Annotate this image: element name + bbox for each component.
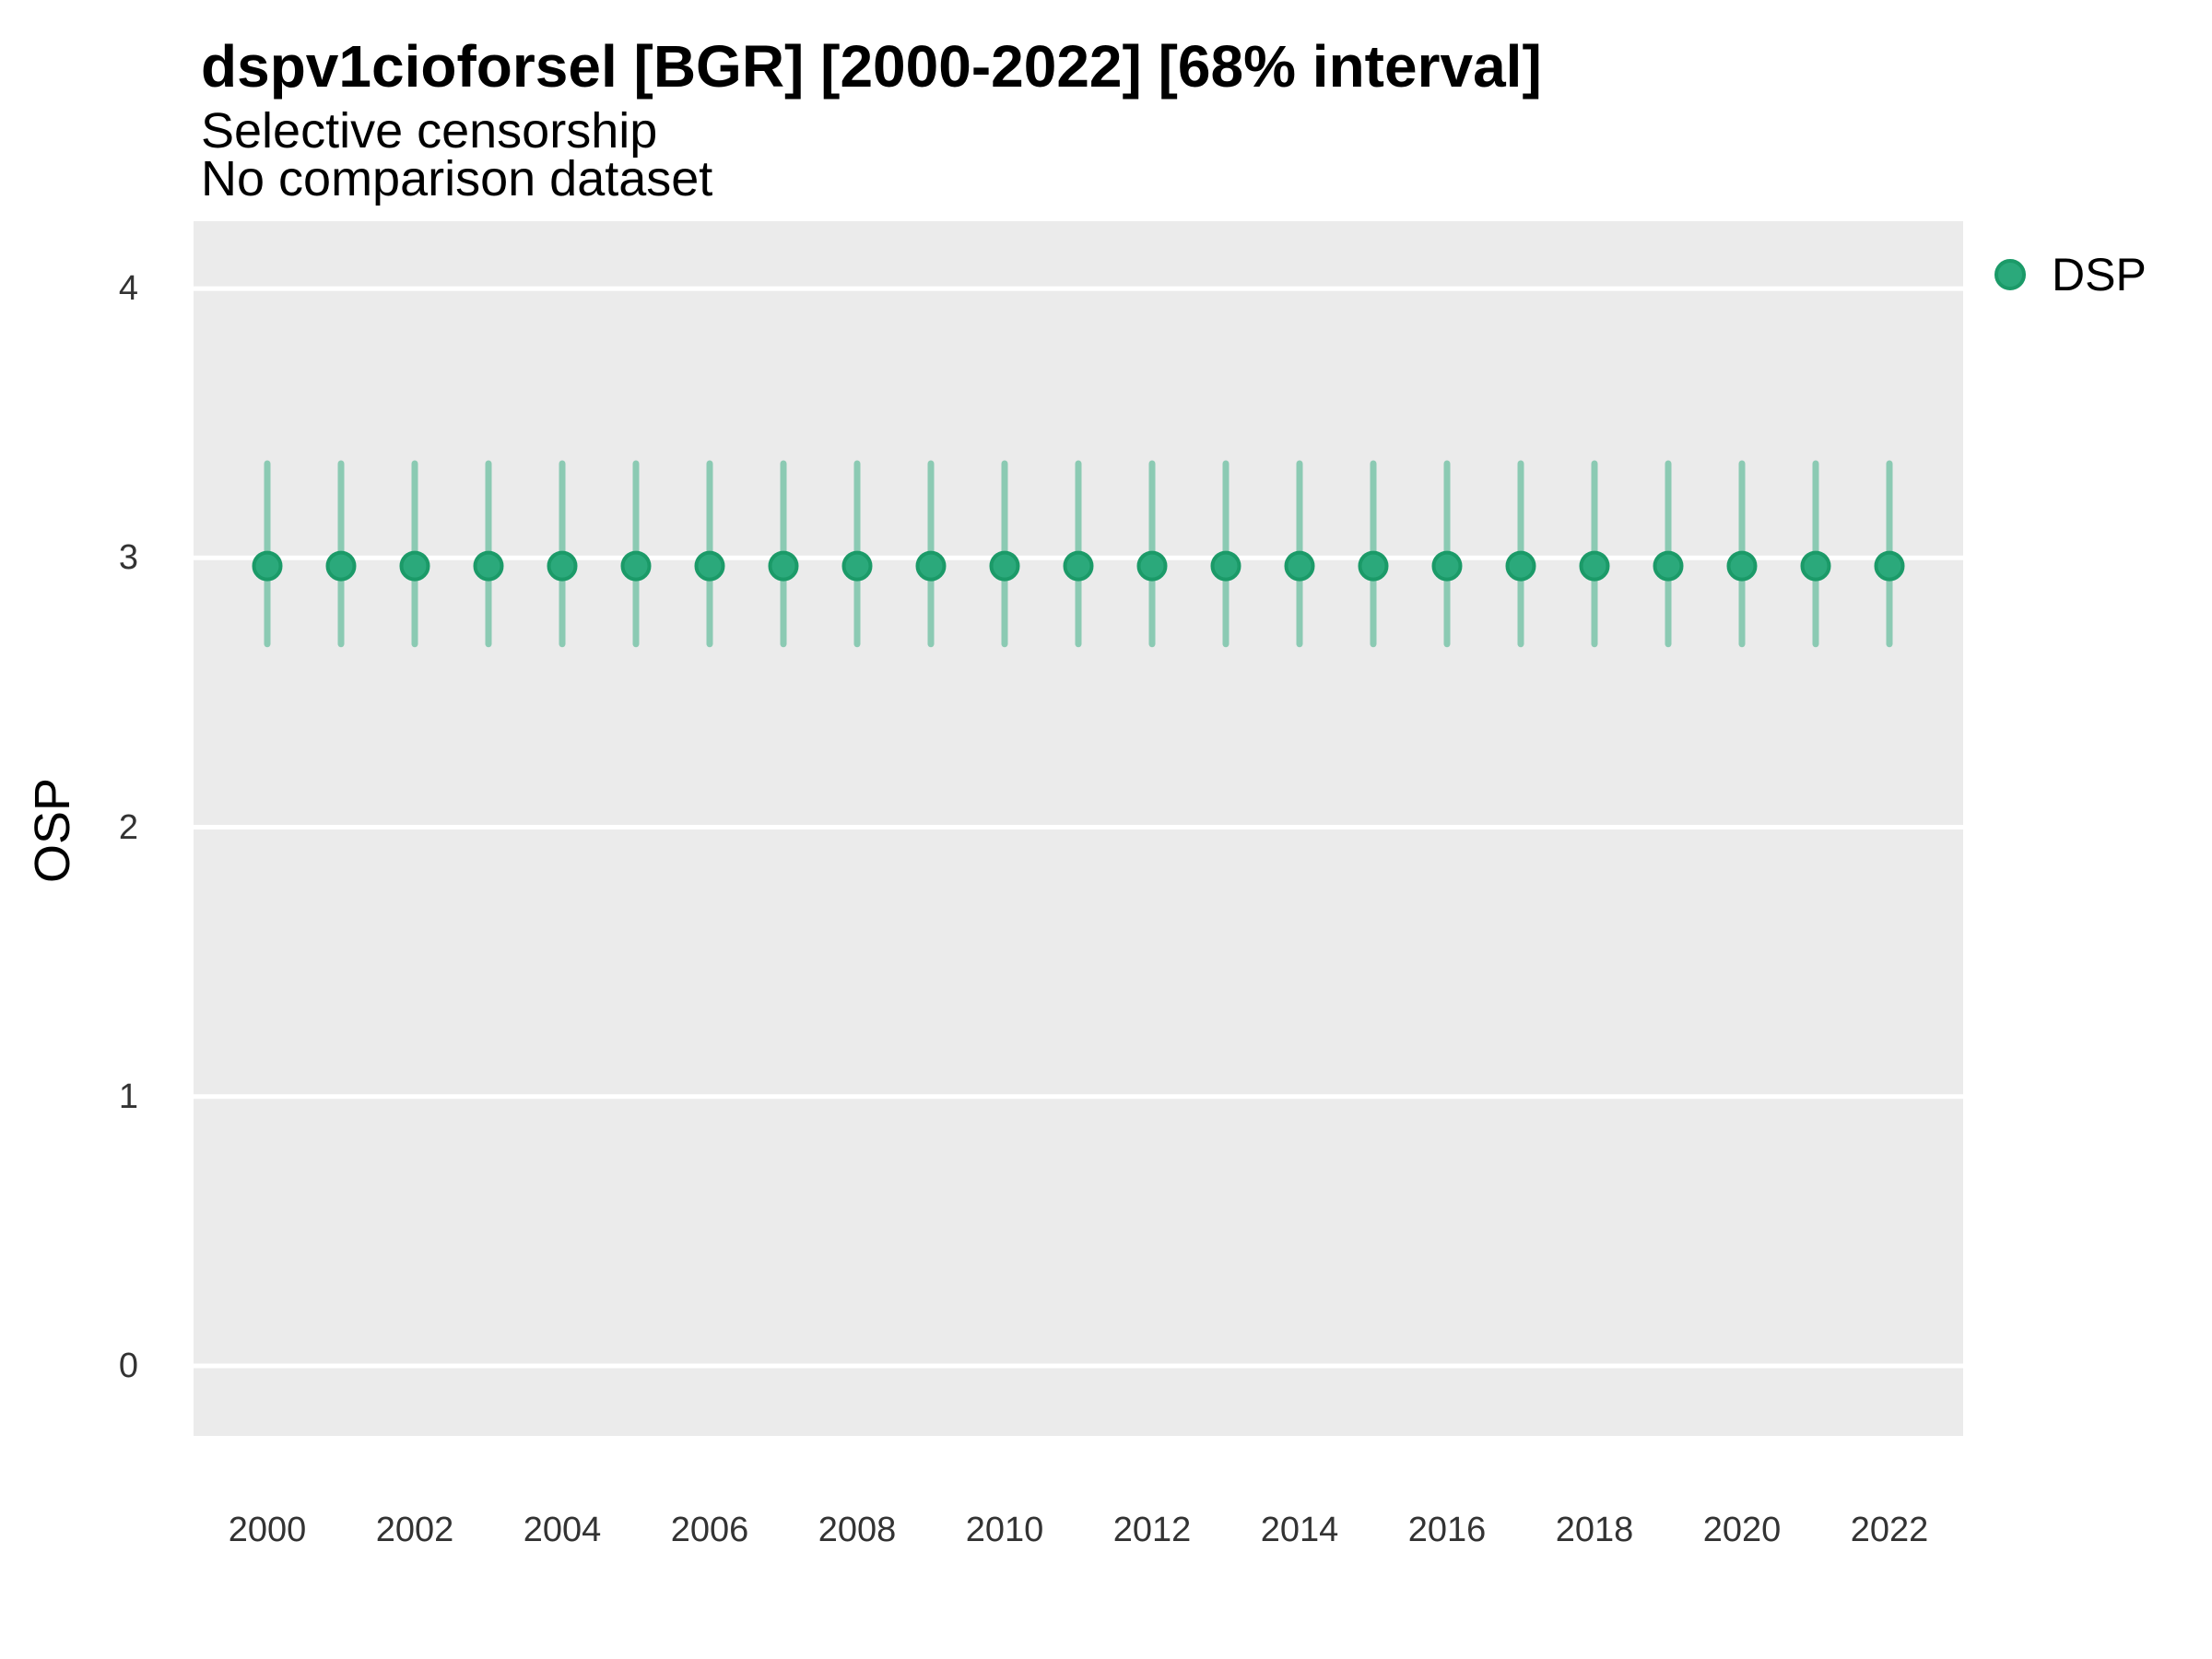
- data-point-2012: [1136, 550, 1168, 582]
- x-tick-label-2018: 2018: [1555, 1511, 1634, 1549]
- x-tick-label-2016: 2016: [1407, 1511, 1487, 1549]
- y-tick-label-2: 2: [118, 807, 138, 847]
- data-point-2005: [620, 550, 652, 582]
- x-tick-label-2020: 2020: [1702, 1511, 1782, 1549]
- legend-label: DSP: [2052, 249, 2147, 300]
- x-tick-label-2002: 2002: [375, 1511, 454, 1549]
- plot-panel: [194, 221, 1963, 1436]
- x-tick-label-2008: 2008: [818, 1511, 897, 1549]
- data-point-2004: [547, 550, 578, 582]
- data-point-2019: [1653, 550, 1684, 582]
- x-tick-label-2014: 2014: [1260, 1511, 1339, 1549]
- x-tick-label-2010: 2010: [965, 1511, 1044, 1549]
- x-tick-label-2006: 2006: [670, 1511, 749, 1549]
- data-point-2015: [1358, 550, 1389, 582]
- data-point-2006: [694, 550, 725, 582]
- data-point-2000: [252, 550, 283, 582]
- data-point-2002: [399, 550, 430, 582]
- data-point-2007: [768, 550, 799, 582]
- data-point-2009: [915, 550, 947, 582]
- data-point-2010: [989, 550, 1020, 582]
- y-tick-label-3: 3: [118, 538, 138, 578]
- legend-point-icon: [1994, 259, 2026, 290]
- x-tick-label-2012: 2012: [1112, 1511, 1192, 1549]
- legend: DSP: [1994, 252, 2147, 298]
- y-tick-label-0: 0: [118, 1347, 138, 1386]
- data-point-2018: [1579, 550, 1610, 582]
- y-tick-label-1: 1: [118, 1077, 138, 1116]
- plot-area-svg: [194, 286, 1963, 1369]
- x-tick-label-2022: 2022: [1850, 1511, 1929, 1549]
- chart-subtitle: Selective censorship: [201, 103, 658, 159]
- data-point-2003: [473, 550, 504, 582]
- chart-note: No comparison dataset: [201, 151, 713, 206]
- data-point-2014: [1284, 550, 1315, 582]
- data-point-2022: [1874, 550, 1905, 582]
- data-point-2008: [841, 550, 873, 582]
- x-tick-label-2000: 2000: [228, 1511, 307, 1549]
- data-point-2001: [325, 550, 357, 582]
- data-point-2013: [1210, 550, 1241, 582]
- data-point-2020: [1726, 550, 1758, 582]
- data-point-2017: [1505, 550, 1536, 582]
- data-point-2016: [1431, 550, 1463, 582]
- chart-title: dspv1cioforsel [BGR] [2000-2022] [68% in…: [201, 33, 1542, 100]
- y-tick-label-4: 4: [118, 269, 138, 309]
- x-tick-label-2004: 2004: [523, 1511, 602, 1549]
- data-point-2021: [1800, 550, 1831, 582]
- data-point-2011: [1063, 550, 1094, 582]
